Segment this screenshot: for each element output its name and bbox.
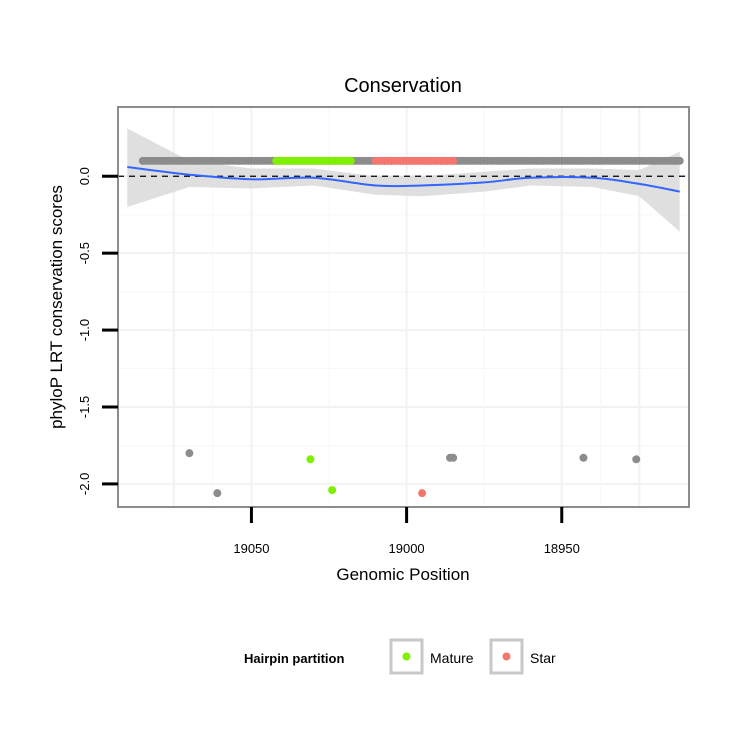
- x-tick-label: 18950: [544, 541, 580, 556]
- confidence-band: [127, 128, 680, 232]
- legend-key-mature: [402, 652, 411, 661]
- star-outlier-point: [418, 489, 427, 498]
- plot-border: [117, 106, 690, 508]
- x-axis-title: Genomic Position: [336, 565, 469, 584]
- mature-point: [346, 156, 355, 165]
- other-outlier-point: [632, 455, 641, 464]
- gridlines: [118, 107, 689, 507]
- x-axis: 19050 19000 18950: [233, 507, 580, 556]
- y-tick-label: -0.5: [77, 242, 92, 264]
- star-point: [449, 156, 458, 165]
- y-axis: 0.0 -0.5 -1.0 -1.5 -2.0: [77, 167, 118, 495]
- other-outlier-point: [579, 453, 588, 462]
- other-outlier-point: [185, 449, 194, 458]
- y-tick-label: 0.0: [77, 167, 92, 185]
- y-tick-label: -1.5: [77, 396, 92, 418]
- legend-label-mature: Mature: [430, 650, 474, 666]
- y-axis-title: phyloP LRT conservation scores: [47, 185, 66, 429]
- legend-label-star: Star: [530, 650, 556, 666]
- legend-key-star: [502, 652, 511, 661]
- smooth-confidence-band: [127, 128, 680, 232]
- smooth-line: [127, 166, 680, 193]
- other-point: [675, 156, 684, 165]
- mature-outlier-point: [328, 486, 337, 495]
- y-tick-label: -2.0: [77, 473, 92, 495]
- data-points: [138, 156, 684, 498]
- y-tick-label: -1.0: [77, 319, 92, 341]
- mature-outlier-point: [306, 455, 315, 464]
- chart-title: Conservation: [344, 75, 462, 97]
- x-tick-label: 19000: [389, 541, 425, 556]
- other-outlier-point: [213, 489, 222, 498]
- x-tick-label: 19050: [233, 541, 269, 556]
- other-outlier-point: [449, 453, 458, 462]
- legend-title: Hairpin partition: [244, 651, 344, 666]
- smooth-trend-line: [127, 166, 680, 193]
- legend: Hairpin partition Mature Star: [244, 638, 556, 675]
